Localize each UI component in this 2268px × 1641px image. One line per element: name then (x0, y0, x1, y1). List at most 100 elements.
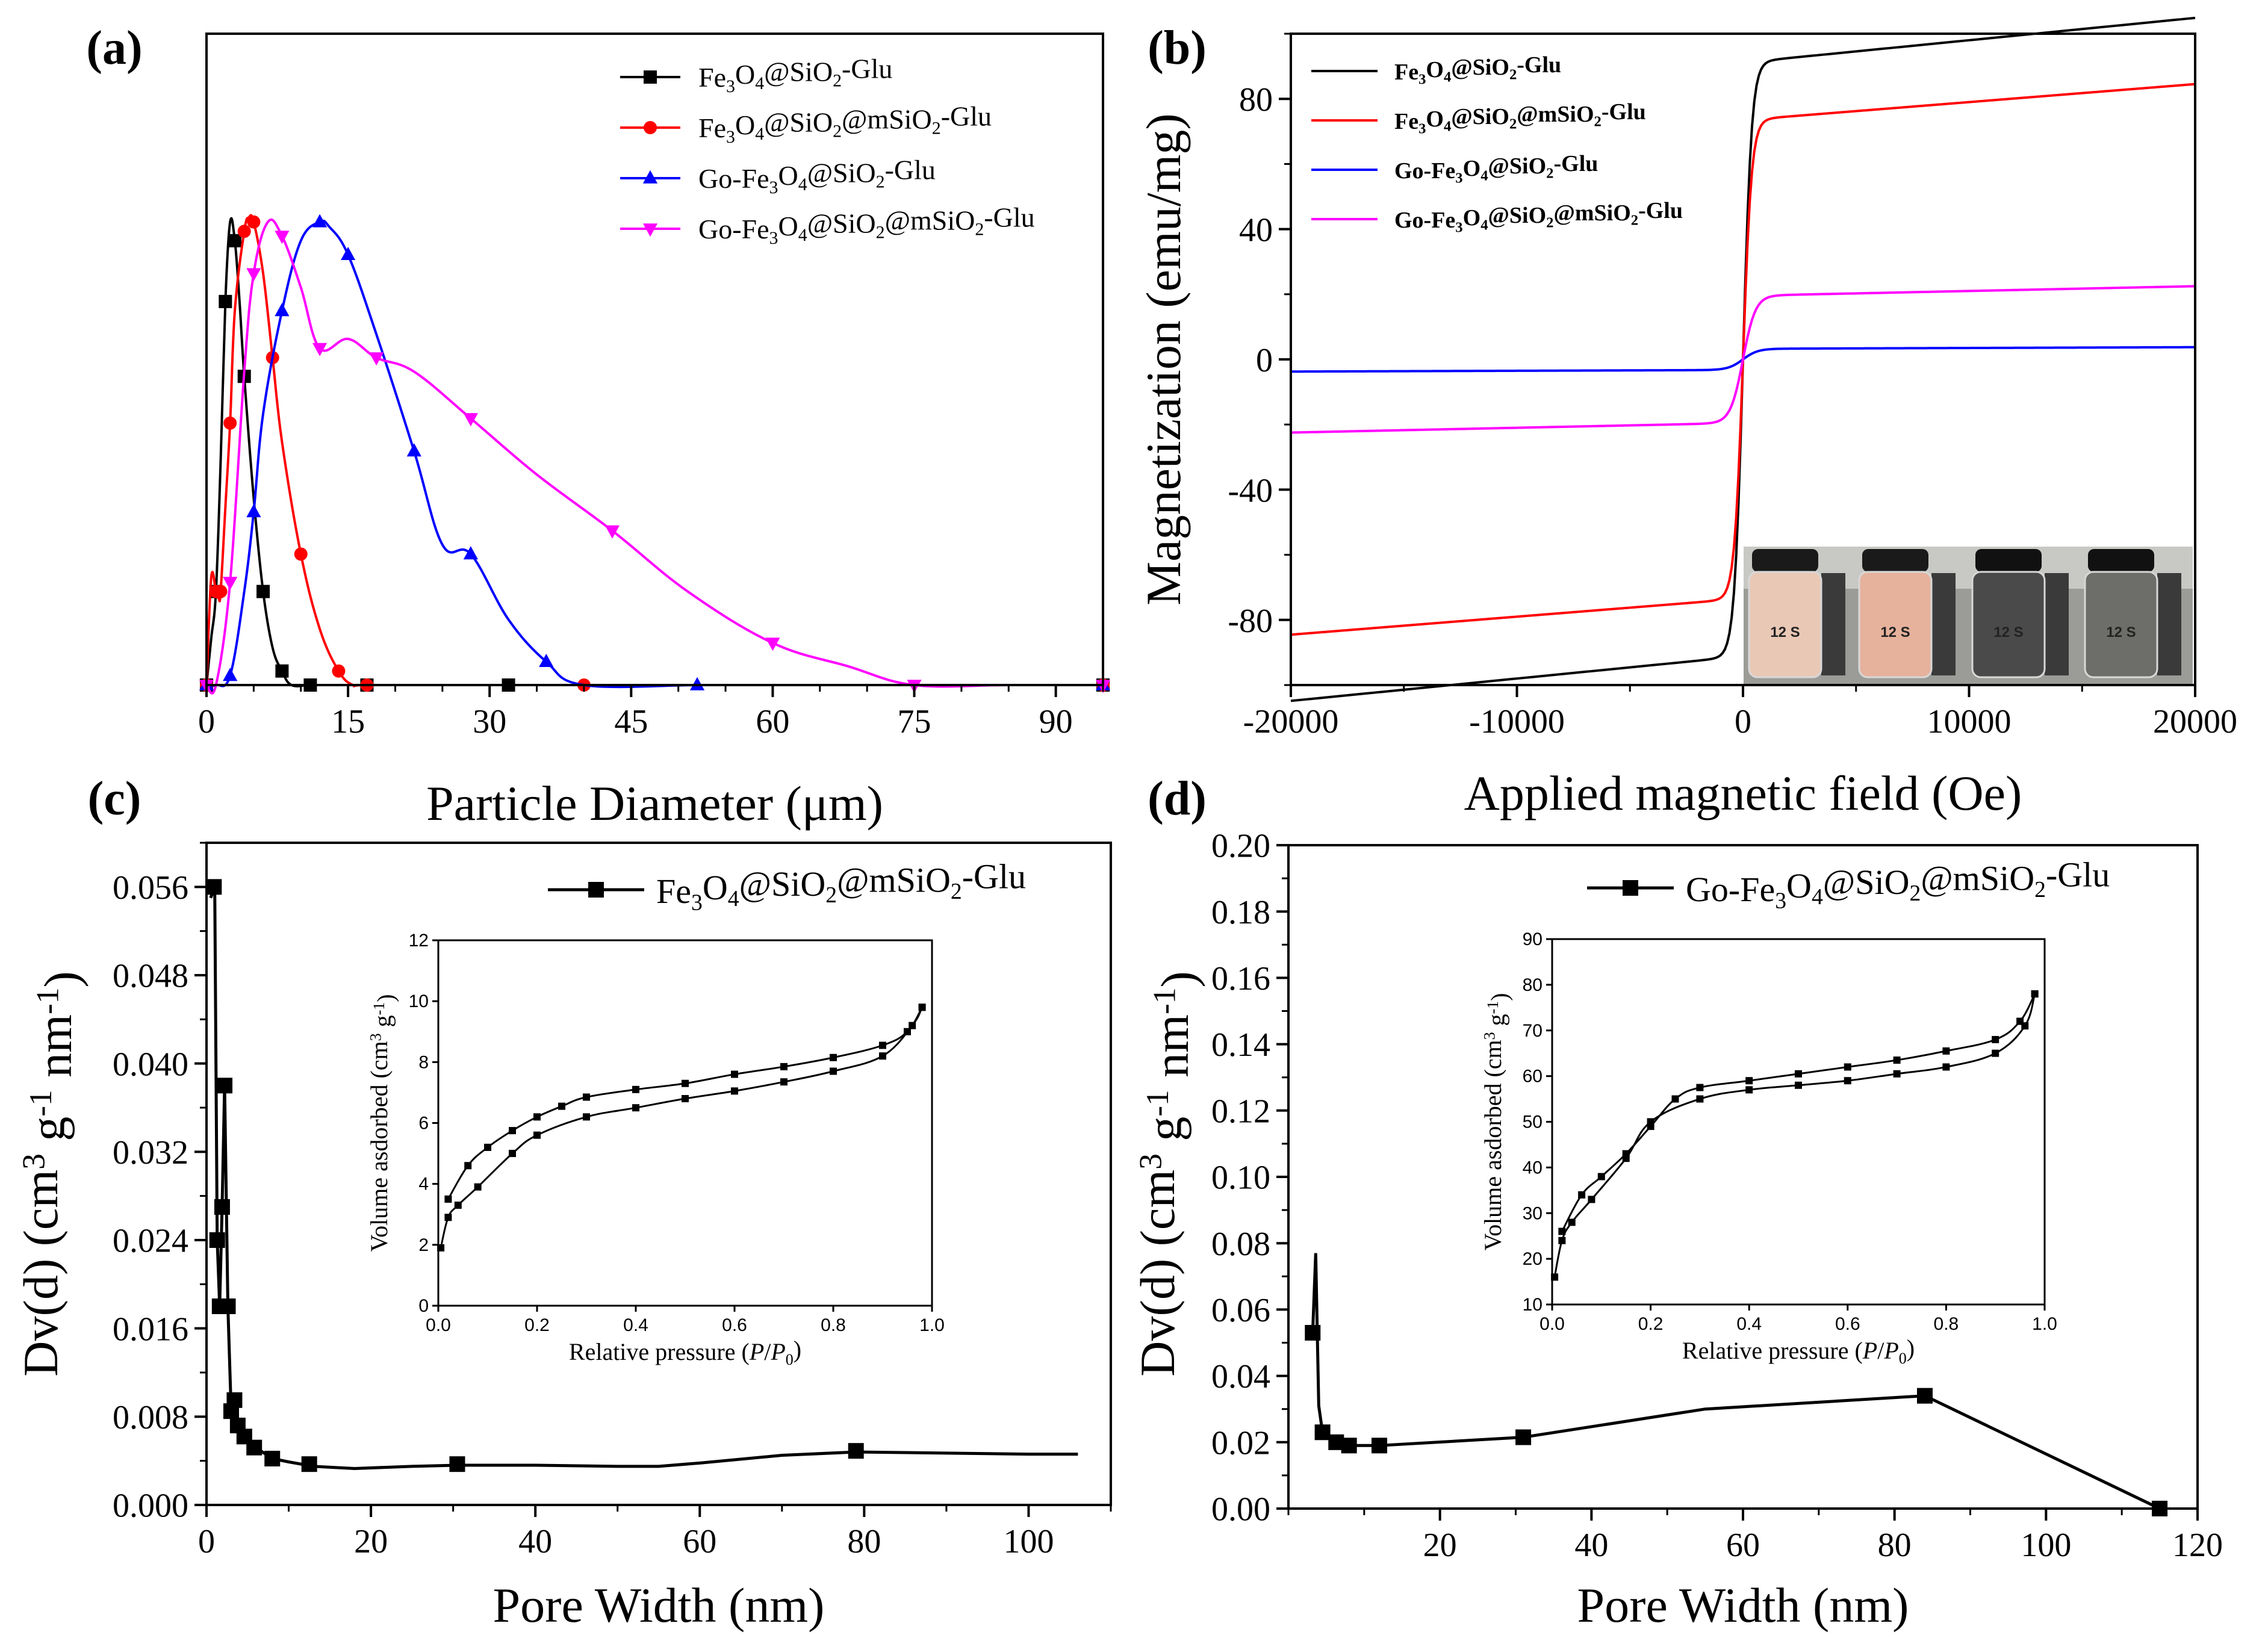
series-marker (209, 1232, 225, 1248)
inset-c-x-label: Relative pressure (P/P0) (569, 1336, 801, 1368)
y-axis-label-part: Dv(d) (cm (13, 1170, 68, 1377)
y-tick-label: 0.024 (113, 1223, 188, 1260)
legend-label-0-part: @SiO (764, 56, 833, 87)
legend-label-1: Fe3O4@SiO2@mSiO2-Glu (698, 101, 992, 147)
vial-cap (1862, 549, 1928, 572)
y-tick-label: -40 (1228, 472, 1273, 509)
panel-label: (b) (1148, 22, 1207, 75)
legend-label-2-part: O (1463, 156, 1481, 181)
legend-label-1-part: 4 (755, 124, 764, 144)
inset-d-y-label: Volume asdorbed (cm3 g-1) (1479, 993, 1513, 1250)
inset-d-x-label-part: 0 (1899, 1350, 1907, 1367)
y-tick-label: -80 (1228, 603, 1273, 640)
inset-d-y-tick-label: 20 (1523, 1249, 1543, 1269)
vial-cap (1752, 549, 1818, 572)
magnet-block (2045, 573, 2069, 675)
vial-body (1748, 571, 1822, 678)
legend-label-3-part: -Glu (984, 202, 1034, 233)
x-tick-label: 75 (898, 703, 931, 740)
inset-d-x-tick-label: 0.2 (1638, 1314, 1664, 1334)
inset-d-desorption-marker (2031, 990, 2039, 998)
panel-label: (d) (1148, 772, 1207, 825)
x-tick-label: 10000 (1927, 703, 2012, 740)
legend-label-part: @SiO (739, 864, 826, 904)
inset-c-x-tick-label: 0.2 (524, 1315, 550, 1335)
legend-label-1-part: 2 (833, 121, 842, 141)
legend-label-2-part: 2 (1546, 165, 1553, 181)
inset-c-desorption-marker (830, 1053, 837, 1061)
inset-d-y-label-part: g (1483, 1014, 1510, 1032)
inset-c-x-label-part: 0 (786, 1351, 794, 1368)
inset-c-y-tick-label: 4 (418, 1174, 429, 1194)
series-marker-2 (312, 214, 328, 228)
inset-d-desorption-marker (1671, 1095, 1679, 1103)
inset-c-adsorption-marker (632, 1104, 639, 1112)
legend-label-3-part: @SiO (1488, 203, 1547, 228)
y-tick-label: 0.008 (113, 1399, 188, 1436)
series-line-3 (1290, 285, 2196, 434)
vial-label: 12 S (1993, 624, 2023, 641)
series-marker-1 (294, 547, 308, 561)
plot-frame-d (1287, 844, 2199, 1510)
legend-label-3-part: 3 (1455, 219, 1462, 235)
series-marker-3 (765, 637, 780, 651)
inset-c-desorption-marker (464, 1162, 472, 1170)
legend-label-0-part: 2 (833, 70, 842, 90)
inset-c-adsorption-marker (879, 1052, 886, 1060)
legend-label-2-part: 3 (769, 178, 778, 197)
series-line-3 (205, 218, 1103, 695)
panel-a: 0 15 30 45 60 75 90 Particle Diameter (μm) (a) Fe… (86, 22, 1111, 831)
y-tick-label: 0.08 (1211, 1226, 1270, 1263)
legend-label-0: Fe3O4@SiO2-Glu (1394, 52, 1561, 87)
series-marker-3 (246, 268, 261, 282)
vial-body (1858, 571, 1933, 678)
x-tick-label: 0 (1735, 703, 1751, 740)
series-marker (206, 879, 222, 895)
vial-body (1971, 571, 2046, 678)
inset-c-adsorption-marker (909, 1022, 916, 1029)
series-line-0 (205, 217, 1103, 687)
vial-label: 12 S (1880, 624, 1910, 641)
inset-d-x-label-part: Relative pressure ( (1682, 1337, 1863, 1364)
legend-label-1-part: @SiO (764, 107, 833, 137)
y-tick-label: 40 (1239, 212, 1273, 249)
inset-c-adsorption-marker (780, 1078, 788, 1086)
inset-c-x-label-part: P (770, 1338, 785, 1365)
inset-c-y-label-part: -1 (370, 1002, 388, 1016)
y-axis-label-part: 3 (1133, 1153, 1169, 1170)
inset-c-y-tick-label: 12 (409, 931, 429, 951)
y-axis-label-part: nm (1144, 1014, 1199, 1090)
y-axis-label: Dv(d) (cm3 g-1 nm-1) (1130, 971, 1205, 1376)
series-line (209, 886, 1078, 1471)
inset-c-x-tick-label: 0.6 (722, 1315, 747, 1335)
legend-label-part: -Glu (2046, 855, 2110, 895)
y-axis-label-part: -1 (1147, 988, 1182, 1014)
inset-d-y-label-part: -1 (1484, 1001, 1502, 1014)
series-marker (301, 1456, 317, 1472)
x-tick-label: 15 (331, 703, 365, 740)
y-axis-label-part: 3 (16, 1153, 52, 1170)
legend-label-part: 2 (825, 883, 837, 908)
inset-c-desorption-marker (632, 1085, 639, 1093)
plot-frame-c (205, 842, 1112, 1506)
inset-c-y-tick-label: 0 (418, 1296, 429, 1316)
inset-d-adsorption-marker (1942, 1063, 1950, 1071)
x-tick-label: 60 (683, 1523, 716, 1560)
legend-label-1-part: 2 (1509, 116, 1517, 132)
inset-d-y-tick-label: 80 (1523, 975, 1543, 995)
inset-d-desorption-marker (1578, 1191, 1586, 1199)
legend-label-1-part: @mSiO (1517, 102, 1594, 127)
legend-label-part: 4 (728, 886, 739, 911)
legend-label-1-part: 3 (1418, 120, 1426, 137)
legend-label-2-part: Go-Fe (1394, 158, 1455, 184)
y-axis-label-part: nm (27, 1014, 82, 1090)
series-marker (449, 1456, 465, 1472)
legend-label-part: 3 (691, 890, 703, 915)
legend-label-1-part: O (735, 110, 755, 140)
inset-c-x-tick-label: 0.4 (623, 1315, 648, 1335)
legend-label-part: -Glu (962, 857, 1026, 896)
y-tick-label: 0 (1256, 342, 1273, 379)
inset-d-frame (1551, 938, 2046, 1306)
legend-label-3-part: O (1463, 205, 1481, 231)
